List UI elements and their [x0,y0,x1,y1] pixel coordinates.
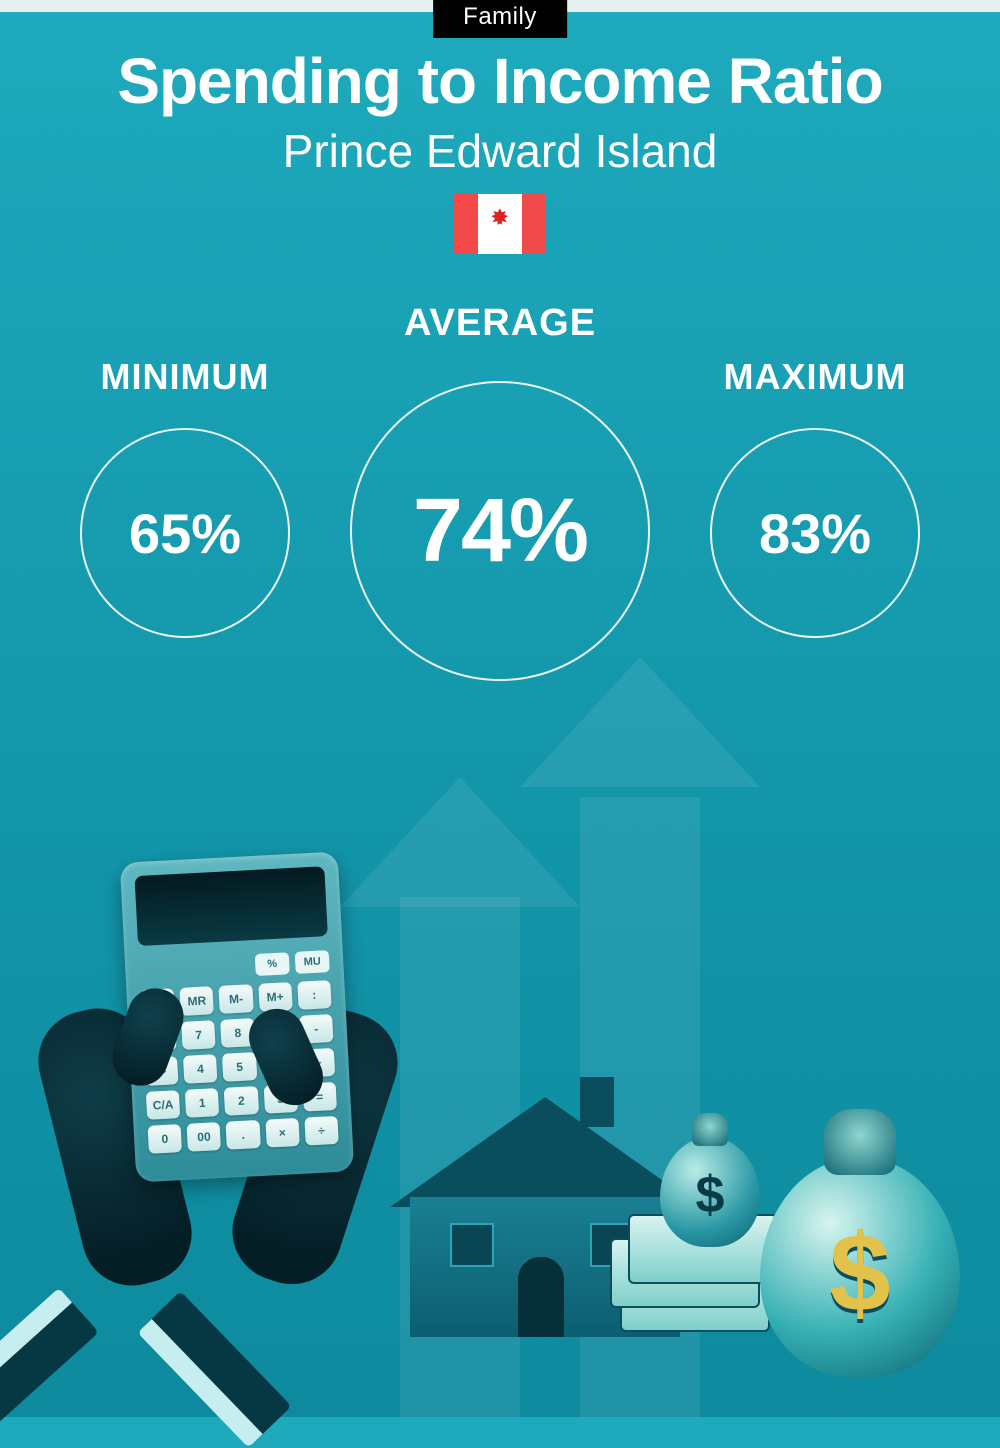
calculator-key: MC [140,988,175,1018]
calculator-key: 4 [183,1054,218,1084]
arrow-up-icon [580,797,700,1417]
stat-average: AVERAGE 74% [335,302,665,681]
stat-maximum-circle: 83% [710,428,920,638]
stat-minimum-circle: 65% [80,428,290,638]
calculator-mini-key: % [255,952,290,976]
stat-average-value: 74% [413,480,587,583]
calculator-keys: MCMRM-M+: +/-789- ▶456+ C/A123= 000.×÷ [140,980,338,1154]
calculator-key: = [302,1082,337,1112]
calculator-key: +/- [142,1022,177,1052]
stat-maximum: MAXIMUM 83% [665,302,965,638]
category-badge: Family [433,0,567,38]
stat-average-circle: 74% [350,381,650,681]
calculator-icon: %MU MCMRM-M+: +/-789- ▶456+ C/A123= 000.×÷ [120,852,354,1183]
calculator-key: - [299,1014,334,1044]
calculator-key: 0 [148,1124,183,1154]
calculator-key: ▶ [144,1056,179,1086]
cash-stack-icon [610,1222,780,1332]
calculator-key: ÷ [304,1116,339,1146]
calculator-key: 6 [261,1050,296,1080]
calculator-key: : [297,980,332,1010]
calculator-key: + [301,1048,336,1078]
calculator-key: 3 [263,1084,298,1114]
illustration: $ $ %MU MCMRM-M+: +/-789- ▶456+ C/A123= 000.… [0,697,1000,1417]
calculator-key: M- [219,984,254,1014]
calculator-key: . [226,1120,261,1150]
page-title: Spending to Income Ratio [0,44,1000,118]
calculator-key: C/A [146,1090,181,1120]
calculator-key: 9 [260,1016,295,1046]
stat-average-label: AVERAGE [404,302,596,345]
calculator-key: 5 [222,1052,257,1082]
calculator-key: M+ [258,982,293,1012]
calculator-mini-key: MU [295,950,330,974]
calculator-key: 7 [181,1020,216,1050]
calculator-key: 1 [185,1088,220,1118]
stat-minimum-value: 65% [129,501,241,566]
calculator-key: 8 [221,1018,256,1048]
stat-maximum-value: 83% [759,501,871,566]
calculator-key: 2 [224,1086,259,1116]
canada-flag-icon [454,194,546,254]
page-subtitle: Prince Edward Island [0,124,1000,178]
calculator-mini-row: %MU [139,950,330,982]
hands-calculator-icon: %MU MCMRM-M+: +/-789- ▶456+ C/A123= 000.×÷ [0,797,480,1437]
stat-minimum: MINIMUM 65% [35,302,335,638]
stat-maximum-label: MAXIMUM [724,356,907,398]
calculator-key: MR [180,986,215,1016]
moneybag-small-sign: $ [696,1165,725,1225]
moneybag-small-icon: $ [660,1137,760,1247]
calculator-screen [134,866,327,946]
house-icon [390,1127,700,1337]
arrow-up-icon [400,897,520,1417]
calculator-key: 00 [187,1122,222,1152]
stat-minimum-label: MINIMUM [101,356,270,398]
calculator-key: × [265,1118,300,1148]
moneybag-big-sign: $ [829,1210,890,1337]
stats-row: MINIMUM 65% AVERAGE 74% MAXIMUM 83% [0,302,1000,681]
moneybag-big-icon: $ [760,1157,960,1377]
